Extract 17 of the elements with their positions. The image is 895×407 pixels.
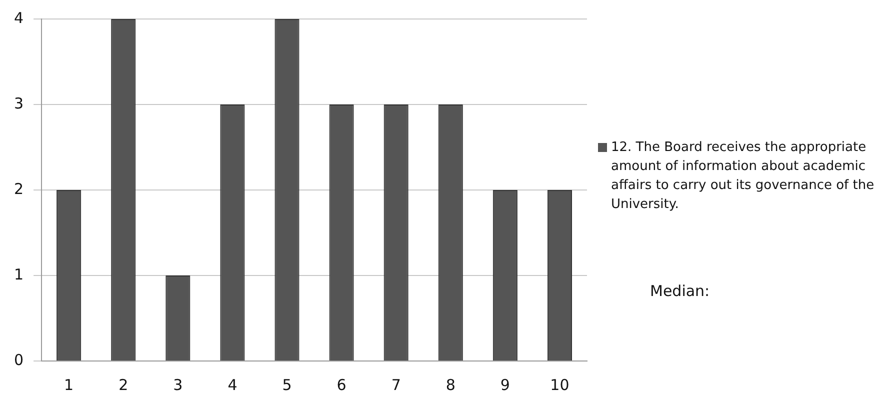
- y-tick-label: 3: [14, 94, 24, 112]
- y-tick-label: 0: [14, 350, 24, 369]
- text: Median:: [650, 282, 710, 300]
- x-tick-label: 9: [500, 376, 510, 394]
- x-tick-label: 5: [282, 376, 292, 394]
- x-tick-label: 3: [173, 376, 183, 394]
- x-tick-label: 8: [446, 376, 456, 394]
- x-tick-label: 6: [336, 376, 346, 394]
- x-tick-label: 10: [550, 376, 570, 394]
- x-tick-label: 4: [228, 376, 238, 394]
- y-tick-label: 4: [14, 8, 24, 27]
- x-tick-label: 7: [391, 376, 401, 394]
- y-tick-label: 1: [14, 265, 24, 284]
- legend-label: 12. The Board receives the appropriate amount of information about academic affairs to carry out its governance of the University.: [611, 139, 876, 214]
- x-tick-label: 2: [118, 376, 128, 394]
- x-tick-label: 1: [64, 376, 74, 394]
- y-tick-label: 2: [14, 180, 24, 198]
